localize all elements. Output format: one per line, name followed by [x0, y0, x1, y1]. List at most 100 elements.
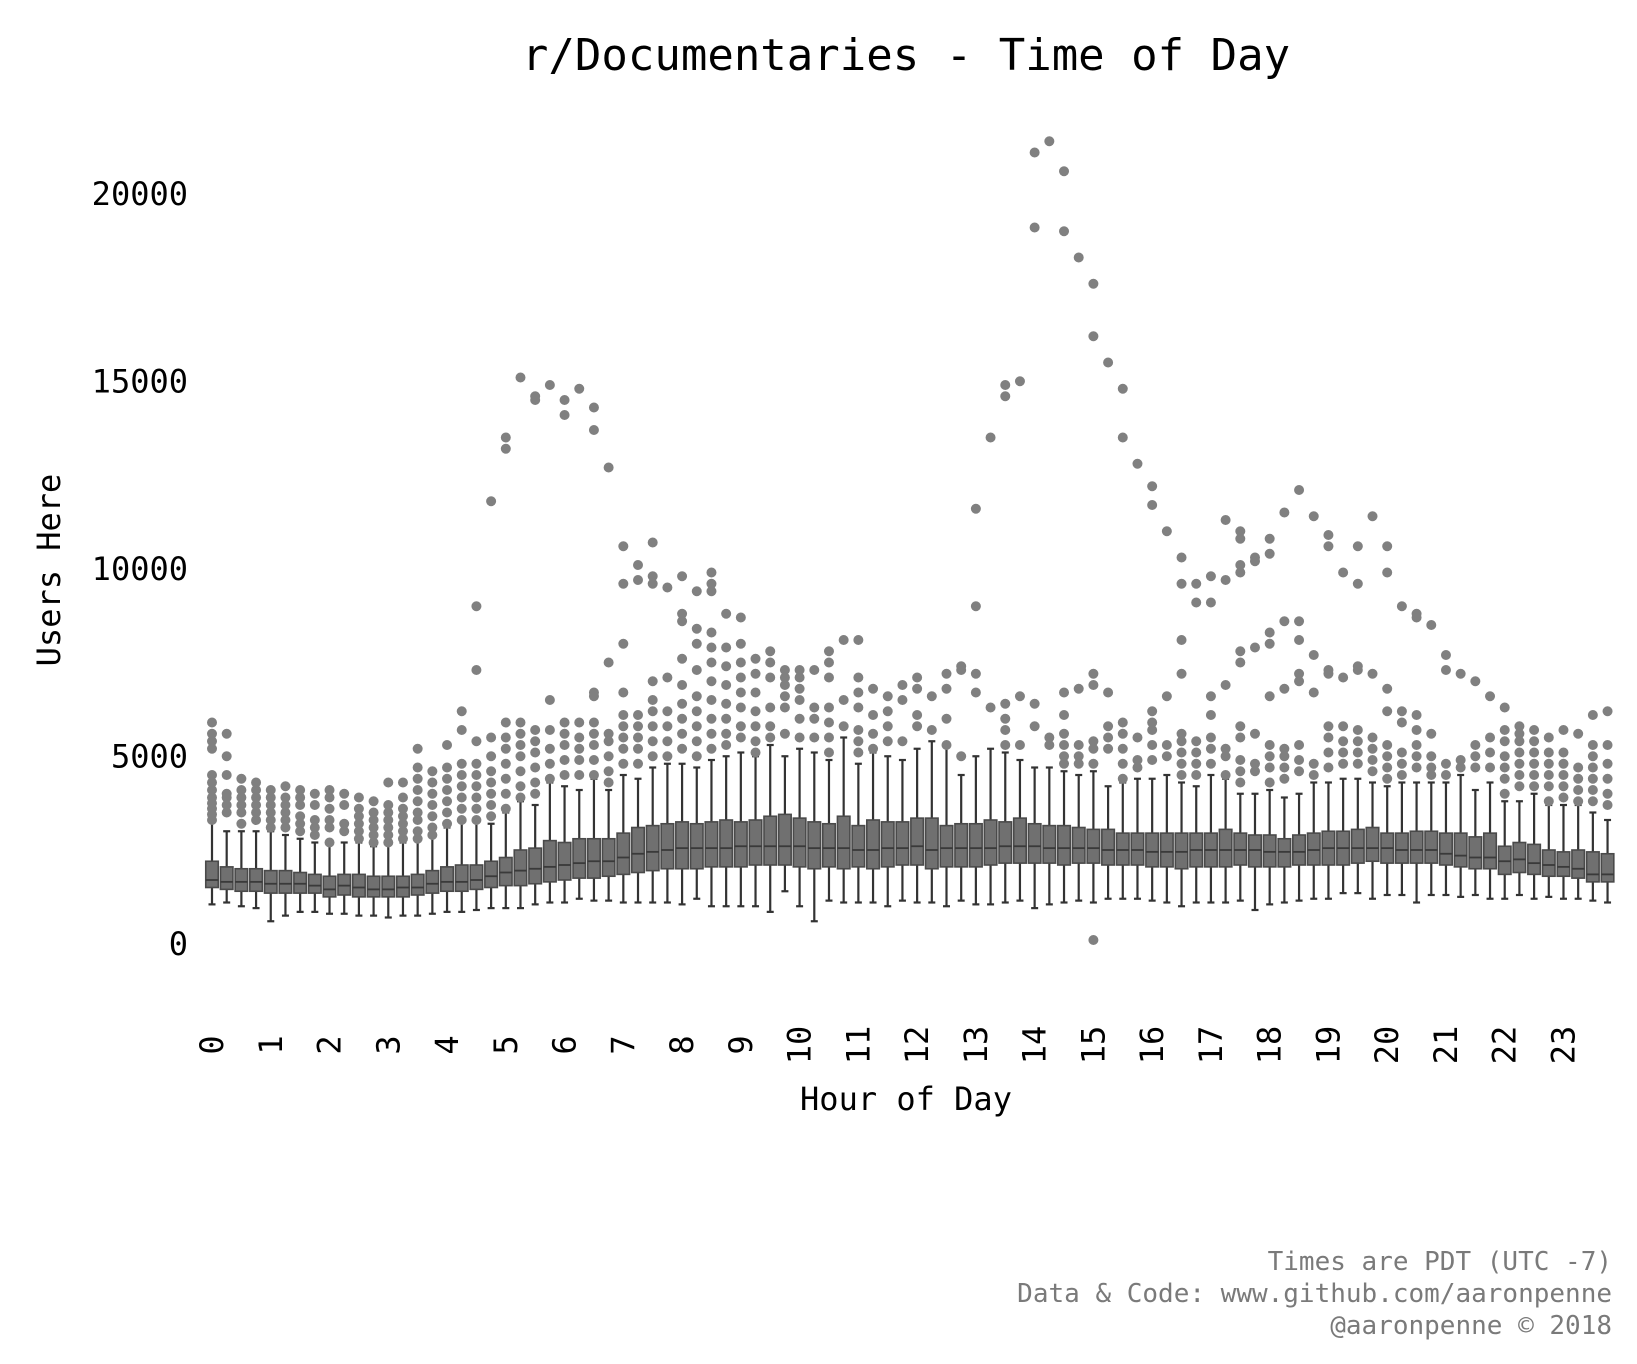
outlier-point	[706, 567, 717, 578]
outlier-point	[1073, 751, 1084, 762]
box-body	[910, 817, 925, 866]
outlier-point	[1161, 526, 1172, 537]
outlier-point	[1294, 766, 1305, 777]
outlier-point	[1191, 736, 1202, 747]
outlier-point	[1117, 432, 1128, 443]
outlier-point	[1558, 725, 1569, 735]
outlier-point	[1352, 661, 1363, 672]
outlier-point	[383, 777, 394, 788]
x-tick-label: 22	[1486, 1026, 1524, 1065]
outlier-point	[662, 706, 673, 717]
outlier-point	[765, 732, 776, 743]
outlier-point	[956, 661, 967, 672]
outlier-point	[1367, 511, 1378, 522]
box-body	[204, 860, 220, 889]
outlier-point	[368, 807, 379, 818]
outlier-point	[1176, 758, 1187, 769]
outlier-point	[574, 743, 585, 754]
outlier-point	[618, 758, 629, 769]
box-body	[792, 817, 807, 868]
outlier-point	[353, 826, 364, 837]
outlier-point	[750, 668, 761, 679]
outlier-point	[265, 822, 276, 833]
outlier-point	[1558, 747, 1569, 758]
outlier-point	[823, 657, 834, 668]
outlier-point	[956, 751, 967, 762]
outlier-point	[691, 751, 702, 762]
box-group	[1218, 515, 1233, 904]
outlier-point	[515, 740, 526, 750]
outlier-point	[691, 665, 702, 675]
outlier-point	[1543, 770, 1554, 780]
outlier-point	[647, 736, 658, 747]
outlier-point	[486, 777, 497, 788]
outlier-point	[383, 807, 394, 818]
box-body	[1424, 830, 1439, 864]
outlier-point	[809, 702, 820, 713]
outlier-point	[1029, 721, 1040, 732]
outlier-point	[486, 751, 497, 762]
outlier-point	[779, 728, 790, 739]
outlier-point	[633, 721, 644, 732]
box-body	[1600, 852, 1615, 883]
outlier-point	[1191, 770, 1202, 780]
box-group	[1321, 530, 1336, 900]
outlier-point	[1587, 710, 1598, 720]
outlier-point	[368, 822, 379, 833]
outlier-point	[706, 713, 717, 724]
outlier-point	[500, 743, 511, 754]
x-tick-label: 9	[722, 1035, 760, 1054]
outlier-point	[750, 721, 761, 732]
box-body	[1130, 832, 1145, 866]
outlier-point	[1396, 770, 1407, 780]
outlier-point	[486, 496, 497, 507]
box-group	[1527, 725, 1542, 900]
outlier-point	[515, 372, 526, 383]
outlier-point	[1529, 736, 1540, 747]
box-body	[1218, 828, 1233, 868]
outlier-point	[1059, 710, 1070, 720]
outlier-point	[397, 833, 408, 844]
outlier-point	[368, 837, 379, 848]
box-body	[410, 873, 425, 896]
box-group	[1086, 278, 1101, 945]
outlier-point	[1264, 751, 1275, 762]
outlier-point	[721, 608, 732, 619]
outlier-point	[823, 732, 834, 743]
outlier-point	[868, 683, 879, 694]
outlier-point	[1235, 755, 1246, 765]
outlier-point	[1264, 548, 1275, 559]
outlier-point	[1587, 762, 1598, 773]
outlier-point	[1117, 773, 1128, 784]
outlier-point	[1558, 792, 1569, 803]
outlier-point	[1294, 740, 1305, 750]
outlier-point	[1205, 691, 1216, 702]
outlier-point	[809, 713, 820, 724]
box-group	[1027, 147, 1042, 910]
box-body	[601, 837, 616, 878]
box-group	[763, 646, 778, 913]
outlier-point	[1088, 935, 1099, 945]
outlier-point	[324, 815, 335, 825]
outlier-point	[1014, 376, 1025, 387]
outlier-point	[1220, 515, 1231, 525]
box-body	[998, 821, 1013, 864]
outlier-point	[471, 601, 482, 612]
outlier-point	[1205, 758, 1216, 769]
box-body	[836, 815, 851, 870]
outlier-point	[823, 672, 834, 683]
outlier-point	[1279, 773, 1290, 784]
outlier-point	[339, 818, 350, 829]
outlier-point	[662, 582, 673, 593]
box-body	[880, 821, 895, 868]
outlier-point	[1426, 620, 1437, 630]
box-body	[1292, 834, 1307, 866]
outlier-point	[544, 695, 555, 705]
box-body	[865, 819, 881, 870]
outlier-point	[1249, 552, 1260, 563]
outlier-point	[750, 687, 761, 698]
outlier-point	[515, 728, 526, 739]
outlier-point	[1249, 766, 1260, 777]
outlier-point	[603, 751, 614, 762]
outlier-point	[574, 755, 585, 765]
